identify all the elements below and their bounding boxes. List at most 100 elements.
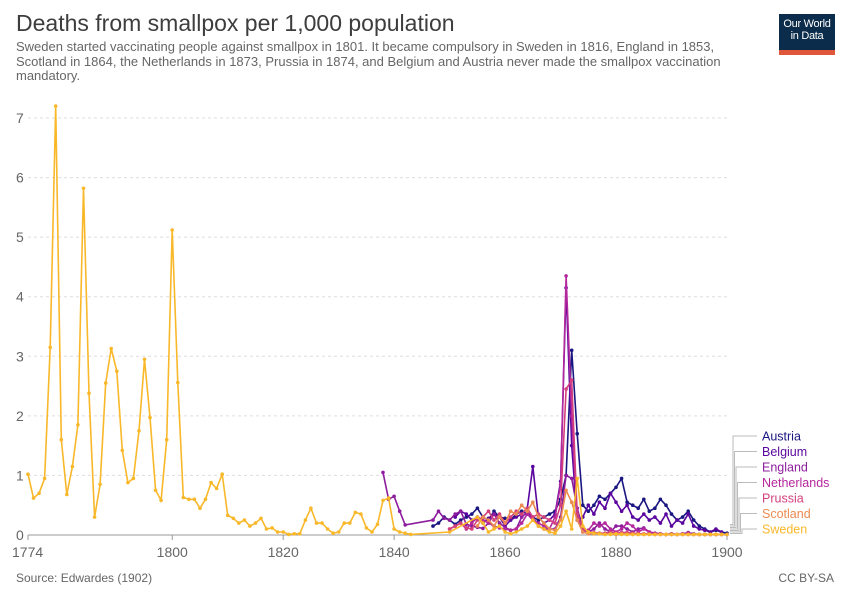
data-point: [586, 503, 591, 508]
data-point: [403, 531, 408, 535]
data-point: [686, 512, 690, 516]
data-point: [481, 515, 485, 519]
data-point: [581, 530, 585, 534]
data-point: [442, 516, 446, 521]
data-point: [386, 496, 391, 500]
data-point: [81, 186, 86, 191]
data-point: [131, 476, 136, 481]
y-tick-label: 6: [16, 170, 24, 186]
data-point: [581, 503, 585, 508]
data-point: [447, 530, 452, 534]
data-point: [636, 532, 640, 537]
data-point: [126, 480, 130, 485]
data-point: [447, 527, 452, 531]
data-point: [453, 524, 458, 528]
x-tick-label: 1840: [379, 544, 410, 560]
x-tick-label: 1774: [12, 544, 43, 560]
data-point: [564, 509, 568, 513]
data-point: [142, 357, 147, 362]
data-point: [325, 527, 330, 531]
data-point: [647, 532, 652, 537]
data-point: [370, 530, 374, 534]
data-point: [525, 509, 530, 513]
data-point: [664, 532, 668, 537]
data-point: [647, 518, 652, 522]
data-point: [508, 509, 513, 513]
license-note[interactable]: CC BY-SA: [778, 571, 834, 585]
data-point: [497, 512, 502, 516]
data-point: [503, 521, 507, 525]
data-point: [53, 104, 58, 108]
data-point: [59, 437, 64, 442]
data-point: [214, 486, 219, 491]
grid-lines: [28, 117, 727, 476]
data-point: [225, 513, 230, 518]
data-point: [680, 515, 685, 519]
data-point: [281, 530, 286, 534]
legend-connector: [730, 497, 757, 531]
data-point: [603, 497, 607, 502]
data-point: [575, 431, 579, 436]
x-tick-label: 1860: [490, 544, 521, 560]
data-point: [519, 512, 524, 516]
data-point: [686, 509, 690, 513]
data-point: [475, 524, 480, 528]
data-point: [65, 492, 69, 497]
data-point: [336, 530, 341, 534]
data-point: [547, 530, 552, 534]
data-point: [503, 516, 507, 521]
data-point: [664, 503, 668, 508]
legend: AustriaBelgiumEnglandNetherlandsPrussiaS…: [730, 430, 829, 537]
data-point: [198, 506, 202, 511]
data-point: [597, 532, 602, 536]
data-point: [586, 509, 591, 513]
data-point: [608, 527, 613, 531]
data-point: [481, 521, 485, 525]
data-point: [630, 515, 635, 519]
data-point: [636, 518, 640, 522]
data-point: [569, 378, 574, 382]
data-point: [547, 512, 552, 516]
data-point: [359, 512, 363, 516]
series-lines: [26, 104, 729, 537]
data-point: [447, 518, 452, 522]
data-point: [508, 528, 513, 532]
data-point: [431, 518, 435, 522]
y-tick-label: 5: [16, 229, 24, 245]
data-point: [164, 437, 169, 442]
data-point: [625, 521, 629, 525]
data-point: [697, 532, 702, 537]
data-point: [470, 521, 474, 525]
data-point: [658, 532, 663, 537]
legend-connector: [730, 513, 757, 533]
data-point: [514, 515, 518, 519]
data-point: [586, 530, 591, 534]
data-point: [486, 518, 491, 522]
our-world-in-data-logo[interactable]: Our World in Data: [779, 14, 835, 55]
y-tick-label: 1: [16, 467, 24, 483]
data-point: [497, 515, 502, 519]
data-point: [508, 532, 513, 536]
data-point: [42, 476, 47, 481]
data-point: [153, 488, 158, 493]
data-point: [569, 500, 574, 505]
series-netherlands: [447, 274, 724, 537]
data-point: [675, 518, 679, 522]
data-point: [503, 530, 507, 534]
y-tick-label: 2: [16, 408, 24, 424]
data-point: [431, 524, 435, 528]
data-point: [592, 531, 596, 535]
data-point: [275, 530, 280, 534]
data-point: [614, 485, 618, 490]
data-point: [497, 524, 502, 528]
y-tick-label: 4: [16, 289, 24, 305]
data-point: [481, 526, 485, 531]
data-point: [653, 532, 657, 537]
data-point: [564, 488, 568, 493]
data-point: [697, 527, 702, 531]
data-point: [364, 526, 369, 530]
data-point: [680, 532, 685, 537]
data-point: [569, 348, 574, 353]
data-point: [525, 512, 530, 516]
